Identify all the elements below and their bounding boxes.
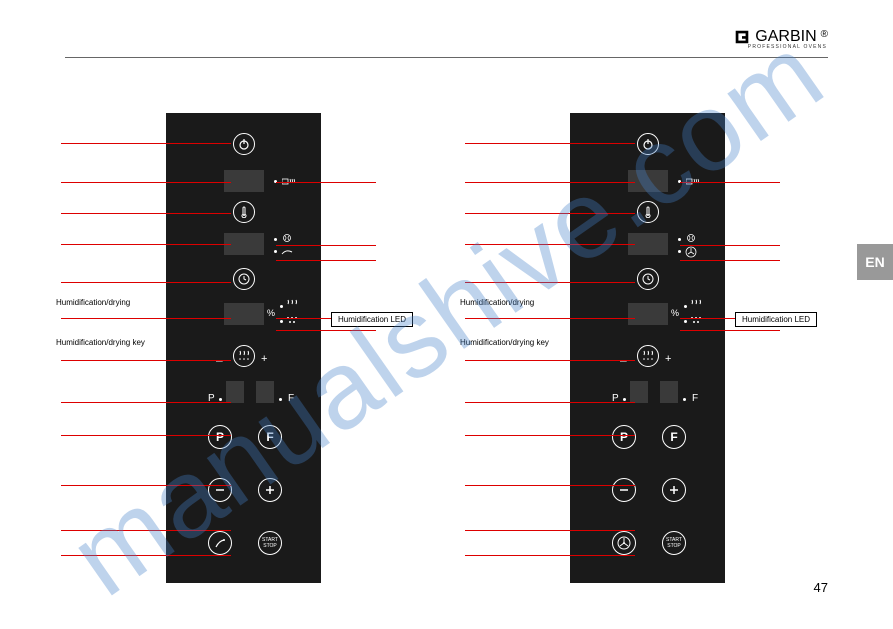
display-3 [224,303,264,325]
probe-button[interactable] [208,531,232,555]
callout-line [465,213,635,214]
percent-label: % [267,308,275,318]
led-dot [678,250,681,253]
humidification-led-label: Humidification LED [735,312,817,327]
callout-line [680,245,780,246]
steam-icon [690,299,706,311]
display-p [630,381,648,403]
timer-button[interactable] [233,268,255,290]
steam-icon [286,299,302,311]
callout-line [276,330,376,331]
led-dot [683,398,686,401]
callout-line [465,402,635,403]
callout-line [61,143,231,144]
led-dot [274,238,277,241]
steam-small-icon [685,233,699,243]
callout-line [61,182,231,183]
callout-line [680,260,780,261]
callout-line [61,244,231,245]
program-button[interactable]: P [208,425,232,449]
display-f [256,381,274,403]
brand-tagline: PROFESSIONAL OVENS [748,44,827,50]
led-dot [274,250,277,253]
led-dot [280,305,283,308]
plus-label: + [665,353,671,365]
language-tab: EN [857,244,893,280]
fan-small-icon [685,246,697,258]
probe-icon [281,248,293,256]
header-rule [65,57,828,58]
callout-line [276,260,376,261]
heater-icon [686,176,700,186]
heater-icon [282,176,296,186]
display-f [660,381,678,403]
f-label: F [692,393,698,404]
callout-line [465,555,635,556]
led-dot [678,238,681,241]
led-dot [684,320,687,323]
power-button[interactable] [637,133,659,155]
control-panel: %–+PFPFSTART STOP [166,113,321,583]
page-number: 47 [814,580,828,595]
led-dot [684,305,687,308]
callout-line [465,143,635,144]
led-dot [280,320,283,323]
plus-button[interactable] [258,478,282,502]
display-p [226,381,244,403]
callout-line [680,330,780,331]
callout-line [61,402,231,403]
callout-line [276,182,376,183]
callout-line [465,435,635,436]
display-1 [224,170,264,192]
phase-button[interactable]: F [662,425,686,449]
humidification-button[interactable] [637,345,659,367]
callout-line [465,282,635,283]
led-dot [219,398,222,401]
led-dot [623,398,626,401]
fan-button[interactable] [612,531,636,555]
start-stop-button[interactable]: START STOP [258,531,282,555]
power-button[interactable] [233,133,255,155]
callout-line [61,530,231,531]
humidification-led-label: Humidification LED [331,312,413,327]
humid-drying-key-label: Humidification/drying key [460,338,549,347]
control-panel: %–+PFPFSTART STOP [570,113,725,583]
callout-line [61,485,231,486]
callout-line [465,485,635,486]
callout-line [465,182,635,183]
callout-line [465,244,635,245]
steam-small-icon [281,233,295,243]
humid-drying-label: Humidification/drying [56,298,130,307]
temperature-button[interactable] [637,201,659,223]
minus-button[interactable] [208,478,232,502]
callout-line [276,245,376,246]
callout-line [465,530,635,531]
timer-button[interactable] [637,268,659,290]
humid-drying-label: Humidification/drying [460,298,534,307]
humidification-button[interactable] [233,345,255,367]
callout-line [465,360,635,361]
humid-drying-key-label: Humidification/drying key [56,338,145,347]
percent-label: % [671,308,679,318]
minus-button[interactable] [612,478,636,502]
display-1 [628,170,668,192]
start-stop-button[interactable]: START STOP [662,531,686,555]
callout-line [61,318,231,319]
callout-line [61,435,231,436]
program-button[interactable]: P [612,425,636,449]
callout-line [61,282,231,283]
callout-line [61,360,231,361]
f-label: F [288,393,294,404]
display-3 [628,303,668,325]
callout-line [465,318,635,319]
temperature-button[interactable] [233,201,255,223]
plus-button[interactable] [662,478,686,502]
callout-line [61,213,231,214]
led-dot [279,398,282,401]
plus-label: + [261,353,267,365]
callout-line [680,182,780,183]
phase-button[interactable]: F [258,425,282,449]
callout-line [61,555,231,556]
